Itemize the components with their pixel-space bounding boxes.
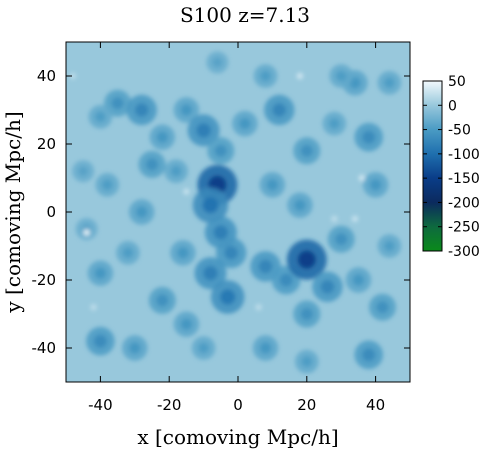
field-structure-core [260,70,271,82]
field-structure-core [156,131,169,143]
field-structure-core [384,240,395,252]
x-tick-label: -20 [157,396,182,414]
field-structure-core [335,233,348,246]
field-structure-core [93,334,107,348]
field-structure-core [352,274,365,286]
field-structure-core [335,70,347,82]
field-structure-core [111,97,124,110]
field-structure-core [203,266,218,281]
field-structure-core [362,130,376,144]
field-structure-core [101,179,113,191]
y-tick-label: -20 [32,271,57,289]
field-structure-core [180,318,193,330]
colorbar-tick-label: -300 [448,244,480,260]
x-axis: -40 -20 0 20 40 [88,42,385,414]
colorbar-tick-label: -100 [448,147,480,163]
colorbar-tick-label: -200 [448,195,480,211]
y-tick-label: -40 [32,339,57,357]
field-structure-core [214,144,227,157]
colorbar-tick-label: 50 [448,74,466,90]
colorbar-tick-label: -150 [448,171,480,187]
field-structure-core [145,158,159,171]
field-structure-core [170,165,182,177]
bright-spot [358,174,366,182]
colorbar-tick-label: 0 [448,98,457,114]
field-structure-core [177,247,189,259]
field-structure-core [266,179,279,191]
field-structure-core [202,197,219,214]
colorbar-gradient [422,80,443,252]
field-structure-core [320,280,335,294]
field-structure-core [294,199,306,211]
field-structure-core [134,103,149,117]
field-structure-core [258,259,273,274]
field-structure-core [300,307,313,321]
bright-spot [83,229,90,236]
field-structure-core [259,342,272,354]
field-structure-core [156,294,169,307]
bright-spot [183,188,190,195]
field-structure-core [122,247,134,259]
field-structure-core [224,246,238,260]
field-structure-core [376,301,389,314]
plot-area [65,41,411,383]
colorbar-tick-label: -250 [448,220,480,236]
field-structure-core [297,250,316,269]
bright-spot [296,72,304,80]
x-tick-label: 40 [366,396,385,414]
field-structure-core [220,289,236,305]
field-structure-core [301,356,313,367]
field-structure-core [213,225,228,240]
field-structure-core [369,179,382,191]
y-axis-label: y [comoving Mpc/h] [1,111,25,313]
field-structure-core [272,103,287,117]
field-structure-core [135,206,148,218]
field-structure-core [196,123,211,138]
bright-spot [255,304,262,311]
colorbar-ticks: 50 0 -50 -100 -150 -200 -250 -300 [423,74,480,260]
field-structure-core [212,57,223,68]
field-structure-core [239,117,251,130]
colorbar-tick-label: -50 [448,123,471,139]
field-structure-core [384,77,395,89]
bright-spot [331,215,338,222]
x-axis-label: x [comoving Mpc/h] [137,425,338,449]
field-structure-core [300,144,313,157]
bright-spot [351,215,359,222]
bright-spot [90,304,97,311]
field-structure-core [78,166,89,177]
heatmap-field [69,51,402,374]
field-structure-core [198,342,209,354]
field-structure-core [94,267,107,279]
y-axis: -40 -20 0 20 40 [32,67,410,357]
y-tick-label: 0 [46,203,56,221]
chart-title: S100 z=7.13 [180,3,310,27]
field-structure-core [279,273,293,287]
field-structure-core [95,111,106,123]
x-tick-label: -40 [88,396,113,414]
field-structure-core [329,118,340,129]
x-tick-label: 20 [297,396,316,414]
y-tick-label: 40 [37,67,56,85]
y-tick-label: 20 [37,135,56,153]
field-structure-core [129,342,141,354]
x-tick-label: 0 [233,396,243,414]
colorbar: 50 0 -50 -100 -150 -200 -250 -300 [422,74,480,260]
bright-spot [69,72,77,80]
field-structure-core [180,104,193,116]
field-structure-core [362,348,376,362]
